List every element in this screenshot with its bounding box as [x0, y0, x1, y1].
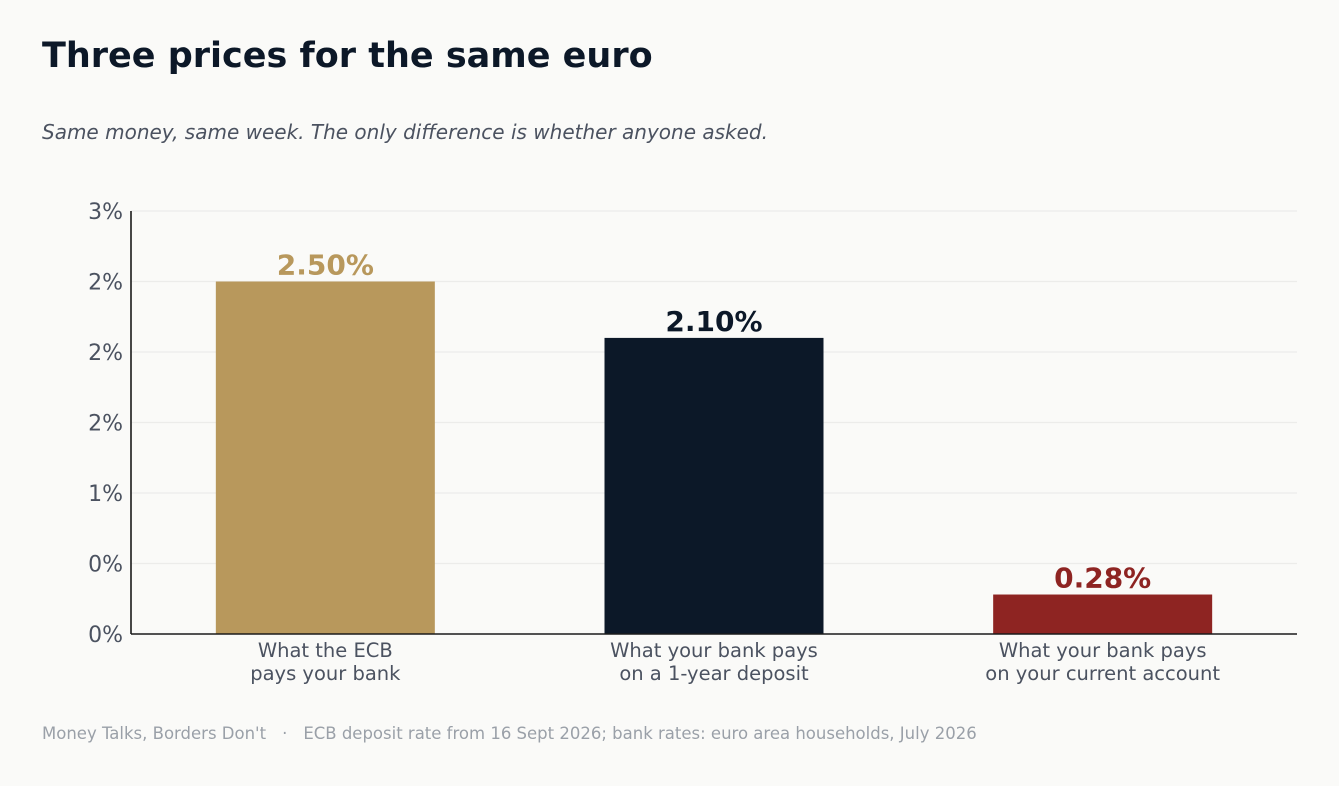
bar: [215, 281, 435, 634]
footer-source: Money Talks, Borders Don't: [42, 724, 267, 743]
x-tick-label-line: What your bank pays: [999, 639, 1207, 662]
chart-subtitle: Same money, same week. The only differen…: [42, 120, 768, 144]
bar: [604, 337, 824, 634]
bar: [993, 594, 1213, 634]
y-tick-label: 2%: [88, 341, 123, 366]
footer-separator: ·: [282, 724, 288, 743]
y-tick-label: 3%: [88, 200, 123, 225]
y-tick-label: 0%: [88, 623, 123, 648]
bar-value-label: 0.28%: [1054, 562, 1151, 595]
x-tick-label: What the ECB pays your bank: [250, 639, 401, 685]
x-tick-label-line: pays your bank: [250, 662, 401, 685]
y-tick-label: 0%: [88, 553, 123, 578]
y-tick-label: 2%: [88, 271, 123, 296]
x-tick-label-line: What your bank pays: [610, 639, 818, 662]
x-tick-label: What your bank pays on your current accou…: [985, 639, 1220, 685]
y-tick-label: 2%: [88, 412, 123, 437]
chart-title: Three prices for the same euro: [42, 36, 653, 76]
x-tick-label: What your bank pays on a 1-year deposit: [610, 639, 818, 685]
bar-value-label: 2.50%: [277, 249, 374, 282]
y-tick-label: 1%: [88, 482, 123, 507]
bar-value-label: 2.10%: [665, 305, 762, 338]
chart-footer: Money Talks, Borders Don't · ECB deposit r…: [42, 724, 977, 743]
x-tick-label-line: on your current account: [985, 662, 1220, 685]
x-tick-label-line: What the ECB: [258, 639, 393, 662]
x-tick-label-line: on a 1-year deposit: [619, 662, 809, 685]
footer-note: ECB deposit rate from 16 Sept 2026; bank…: [303, 724, 977, 743]
